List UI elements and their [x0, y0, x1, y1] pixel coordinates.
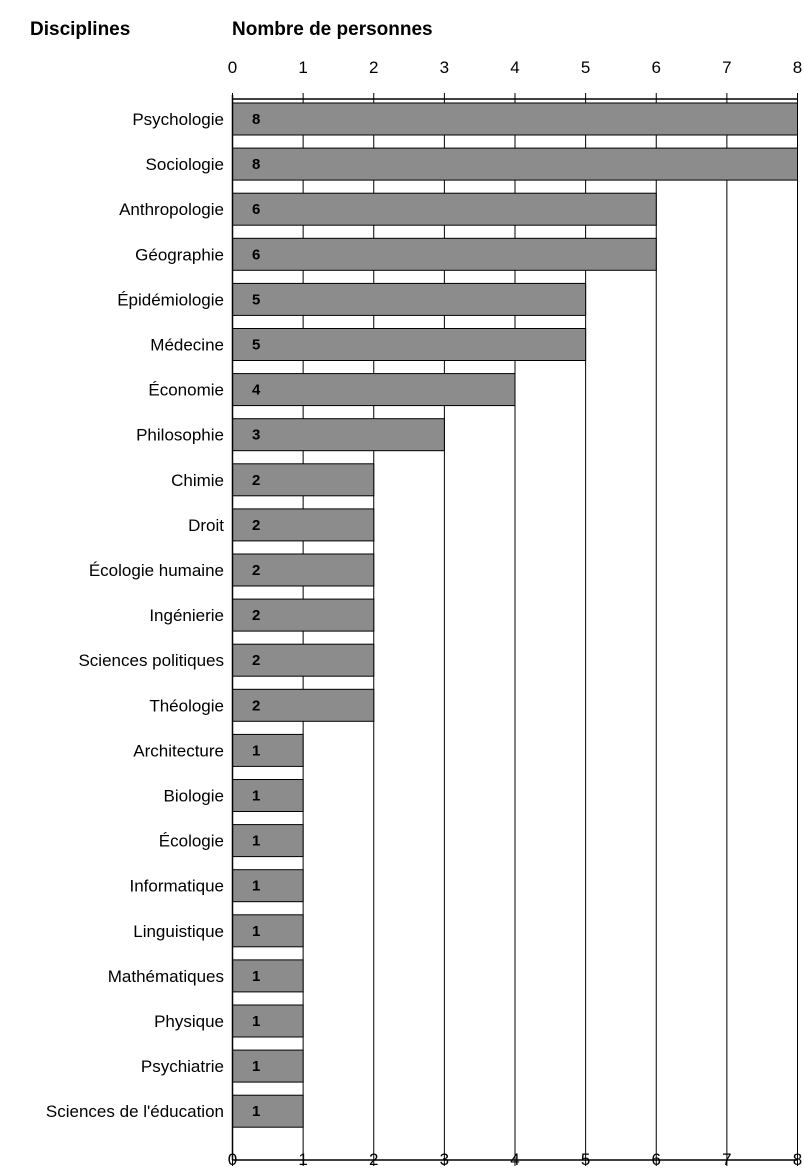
- category-label: Anthropologie: [119, 200, 224, 219]
- data-label: 2: [252, 517, 260, 534]
- tick-label-top: 4: [510, 58, 519, 77]
- data-label: 1: [252, 878, 260, 895]
- bar: [232, 1094, 304, 1128]
- bar: [232, 959, 304, 993]
- bar: [232, 418, 445, 452]
- bar: [232, 779, 304, 812]
- bar: [232, 102, 798, 136]
- tick-label-bottom: 2: [369, 1150, 378, 1169]
- data-label: 2: [252, 472, 260, 489]
- category-label: Géographie: [135, 245, 224, 264]
- tick-label-bottom: 7: [722, 1150, 731, 1169]
- category-heading: Disciplines: [30, 19, 130, 40]
- bar: [232, 733, 304, 767]
- data-label: 1: [252, 968, 260, 985]
- category-label: Informatique: [130, 877, 225, 896]
- data-label: 8: [252, 156, 260, 173]
- data-label: 1: [252, 833, 260, 850]
- tick-label-bottom: 3: [440, 1150, 449, 1169]
- tick-label-top: 6: [652, 58, 661, 77]
- data-label: 3: [252, 427, 260, 444]
- bar: [232, 282, 587, 316]
- tick-label-top: 3: [440, 58, 449, 77]
- data-label: 1: [252, 742, 260, 759]
- data-label: 5: [252, 291, 260, 308]
- data-label: 1: [252, 788, 260, 805]
- data-label: 1: [252, 1058, 260, 1075]
- category-label: Sciences politiques: [78, 651, 224, 670]
- category-label: Épidémiologie: [117, 290, 224, 309]
- axes: [231, 93, 798, 1166]
- tick-label-top: 1: [298, 58, 307, 77]
- tick-label-bottom: 4: [510, 1150, 519, 1169]
- category-label: Sciences de l'éducation: [46, 1102, 224, 1121]
- category-label: Droit: [188, 516, 224, 535]
- category-label: Écologie humaine: [89, 561, 224, 580]
- category-label: Psychiatrie: [141, 1057, 224, 1076]
- category-label: Chimie: [171, 471, 224, 490]
- data-label: 2: [252, 607, 260, 624]
- category-label: Philosophie: [136, 426, 224, 445]
- category-label: Écologie: [159, 832, 224, 851]
- bar: [232, 508, 375, 542]
- bar: [232, 688, 375, 722]
- bar: [232, 914, 304, 948]
- value-heading: Nombre de personnes: [232, 19, 433, 40]
- data-label: 6: [252, 246, 260, 263]
- data-label: 8: [252, 111, 260, 128]
- tick-label-bottom: 6: [652, 1150, 661, 1169]
- tick-label-top: 7: [722, 58, 731, 77]
- data-label: 1: [252, 923, 260, 940]
- bar: [232, 598, 375, 632]
- data-label: 2: [252, 697, 260, 714]
- bar: [232, 553, 375, 587]
- bar: [232, 328, 587, 361]
- bar: [232, 643, 375, 677]
- data-label: 4: [252, 382, 261, 399]
- bar: [232, 1049, 304, 1083]
- bar: [232, 373, 516, 407]
- tick-labels: 0 0 1 1 2 2 3 3 4 4 5 5 6 6 7 7 8 8: [228, 58, 802, 1169]
- bar: [232, 869, 304, 903]
- category-label: Biologie: [164, 787, 225, 806]
- tick-label-bottom: 0: [228, 1150, 237, 1169]
- tick-label-top: 0: [228, 58, 237, 77]
- bar: [232, 1004, 304, 1038]
- tick-label-top: 2: [369, 58, 378, 77]
- bar: [232, 237, 657, 271]
- category-label: Économie: [148, 381, 224, 400]
- tick-label-bottom: 8: [793, 1150, 802, 1169]
- category-label: Théologie: [149, 696, 224, 715]
- category-label: Psychologie: [132, 110, 224, 129]
- category-label: Architecture: [133, 741, 224, 760]
- bar: [232, 147, 798, 181]
- data-label: 2: [252, 562, 260, 579]
- data-label: 2: [252, 652, 260, 669]
- category-label: Sociologie: [146, 155, 224, 174]
- bars: Psychologie 8 Sociologie 8 Anthropologie 6 Géo…: [46, 102, 798, 1128]
- category-label: Ingénierie: [149, 606, 224, 625]
- category-label: Mathématiques: [108, 967, 224, 986]
- data-label: 5: [252, 337, 260, 354]
- category-label: Médecine: [150, 336, 224, 355]
- data-label: 1: [252, 1013, 260, 1030]
- bar: [232, 824, 304, 858]
- bar: [232, 192, 657, 226]
- category-label: Physique: [154, 1012, 224, 1031]
- gridlines: [302, 99, 798, 1160]
- tick-label-top: 8: [793, 58, 802, 77]
- category-label: Linguistique: [133, 922, 224, 941]
- tick-label-top: 5: [581, 58, 590, 77]
- data-label: 1: [252, 1103, 260, 1120]
- data-label: 6: [252, 201, 260, 218]
- tick-label-bottom: 1: [298, 1150, 307, 1169]
- tick-label-bottom: 5: [581, 1150, 590, 1169]
